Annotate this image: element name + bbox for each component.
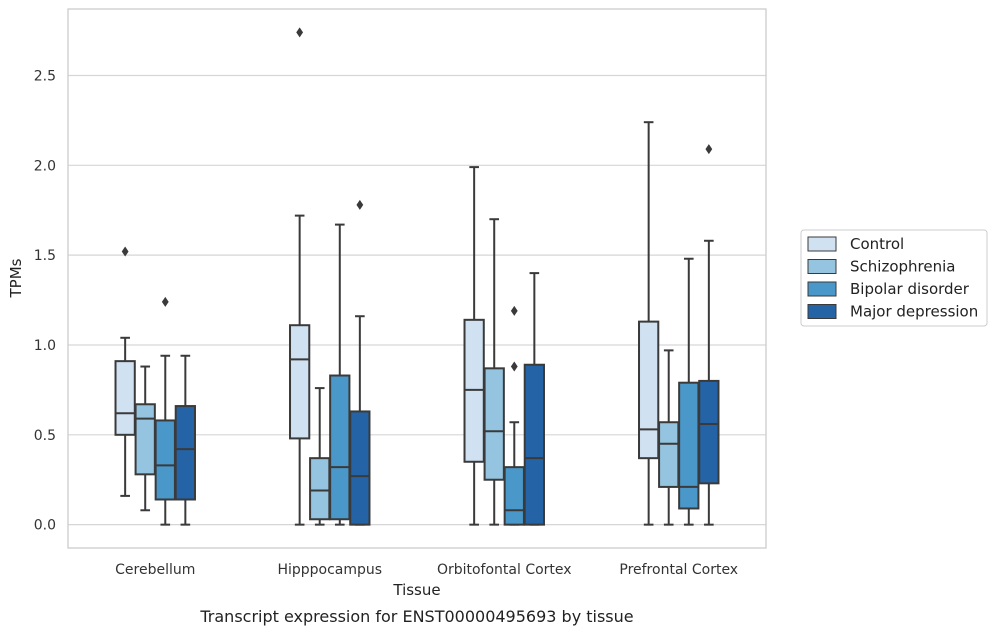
outlier-marker <box>161 296 169 307</box>
iqr-box <box>154 419 176 501</box>
iqr-box <box>329 374 351 521</box>
legend-label: Control <box>850 235 904 253</box>
outlier-marker <box>356 199 364 210</box>
box-series-layer <box>114 27 720 526</box>
iqr-box <box>174 405 196 501</box>
y-tick-label: 1.5 <box>34 248 56 264</box>
outlier-marker <box>705 144 713 155</box>
legend-item: Major depression <box>807 303 978 321</box>
iqr-box <box>134 403 156 476</box>
legend-item: Control <box>807 235 904 253</box>
x-tick-labels: Cerebellum Hipppocampus Orbitofontal Corte… <box>115 562 738 578</box>
iqr-box <box>309 457 331 521</box>
box-major-depression <box>698 144 720 526</box>
box-control <box>114 246 136 497</box>
y-tick-labels: 0.0 0.5 1.0 1.5 2.0 2.5 <box>34 68 56 533</box>
box-bipolar-disorder <box>503 305 525 526</box>
legend-item: Schizophrenia <box>807 258 955 276</box>
iqr-box <box>658 421 680 488</box>
legend-label: Bipolar disorder <box>850 280 970 298</box>
outlier-marker <box>510 305 518 316</box>
legend-swatch <box>807 304 837 319</box>
box-control <box>638 121 660 526</box>
outlier-marker <box>510 361 518 372</box>
outlier-marker <box>121 246 129 257</box>
iqr-box <box>289 324 311 440</box>
box-major-depression <box>523 272 545 526</box>
iqr-box <box>114 360 136 436</box>
x-tick-label: Cerebellum <box>115 562 195 578</box>
chart-caption: Transcript expression for ENST0000049569… <box>199 607 633 626</box>
y-tick-label: 1.0 <box>34 338 56 354</box>
iqr-box <box>638 320 660 460</box>
y-tick-label: 2.5 <box>34 68 56 84</box>
legend-swatch <box>807 259 837 274</box>
y-tick-label: 0.5 <box>34 428 56 444</box>
iqr-box <box>698 379 720 485</box>
legend-label: Schizophrenia <box>850 258 955 276</box>
y-tick-label: 2.0 <box>34 158 56 174</box>
box-major-depression <box>174 354 196 526</box>
x-tick-label: Prefrontal Cortex <box>619 562 738 578</box>
iqr-box <box>349 410 371 526</box>
legend: Control Schizophrenia Bipolar disorder Majo… <box>800 229 988 327</box>
x-tick-label: Hipppocampus <box>277 562 382 578</box>
legend-swatch <box>807 281 837 297</box>
legend-swatch <box>807 236 837 252</box>
box-schizophrenia <box>483 218 505 526</box>
x-axis-label: Tissue <box>392 581 440 599</box>
box-major-depression <box>349 199 371 526</box>
iqr-box <box>678 381 700 510</box>
iqr-box <box>483 367 505 481</box>
legend-frame <box>800 229 988 327</box>
box-schizophrenia <box>658 349 680 526</box>
outlier-marker <box>296 27 304 38</box>
legend-item: Bipolar disorder <box>807 280 970 298</box>
box-control <box>289 27 311 526</box>
legend-label: Major depression <box>850 303 978 321</box>
iqr-box <box>503 466 525 526</box>
box-bipolar-disorder <box>678 257 700 526</box>
box-bipolar-disorder <box>154 296 176 526</box>
y-axis-label: TPMs <box>7 258 25 298</box>
plot-frame <box>67 8 767 549</box>
x-tick-label: Orbitofontal Cortex <box>437 562 572 578</box>
y-tick-label: 0.0 <box>34 518 56 534</box>
iqr-box <box>523 363 545 526</box>
